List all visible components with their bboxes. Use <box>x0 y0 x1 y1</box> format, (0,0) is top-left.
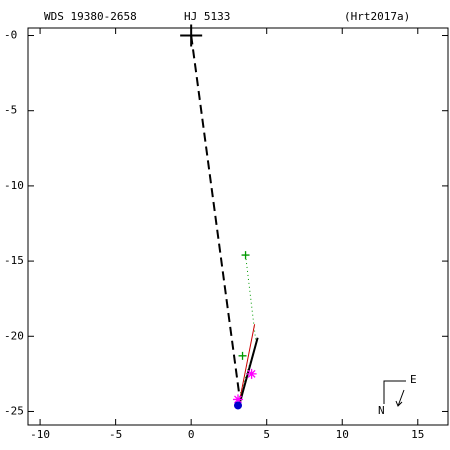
compass-north: N <box>378 404 385 417</box>
x-tick-label: -10 <box>30 428 50 441</box>
series-line <box>190 35 241 397</box>
frame <box>27 27 449 426</box>
x-tick-label: 15 <box>411 428 424 441</box>
x-tick-label: 5 <box>263 428 270 441</box>
point <box>180 24 203 47</box>
series-line <box>239 324 256 402</box>
compass-arrow <box>395 389 405 407</box>
compass-axes <box>383 380 406 404</box>
annotation: (Hrt2017a) <box>344 10 410 23</box>
point <box>246 368 257 379</box>
point <box>234 401 242 410</box>
y-tick-label: -15 <box>4 254 24 267</box>
compass: E N <box>378 373 417 417</box>
y-tick-label: -5 <box>4 104 17 117</box>
y-tick-label: -25 <box>4 404 24 417</box>
y-tick-label: -20 <box>4 329 24 342</box>
x-tick-label: 0 <box>188 428 195 441</box>
subtitle: HJ 5133 <box>184 10 230 23</box>
chart-title: WDS 19380-2658 <box>44 10 137 23</box>
x-tick-label: -5 <box>109 428 122 441</box>
y-tick-label: -10 <box>4 179 24 192</box>
point <box>241 251 250 260</box>
compass-east: E <box>410 373 417 386</box>
y-tick-label: -0 <box>4 29 17 42</box>
point <box>233 394 243 405</box>
x-tick-label: 10 <box>336 428 349 441</box>
point <box>238 351 247 360</box>
